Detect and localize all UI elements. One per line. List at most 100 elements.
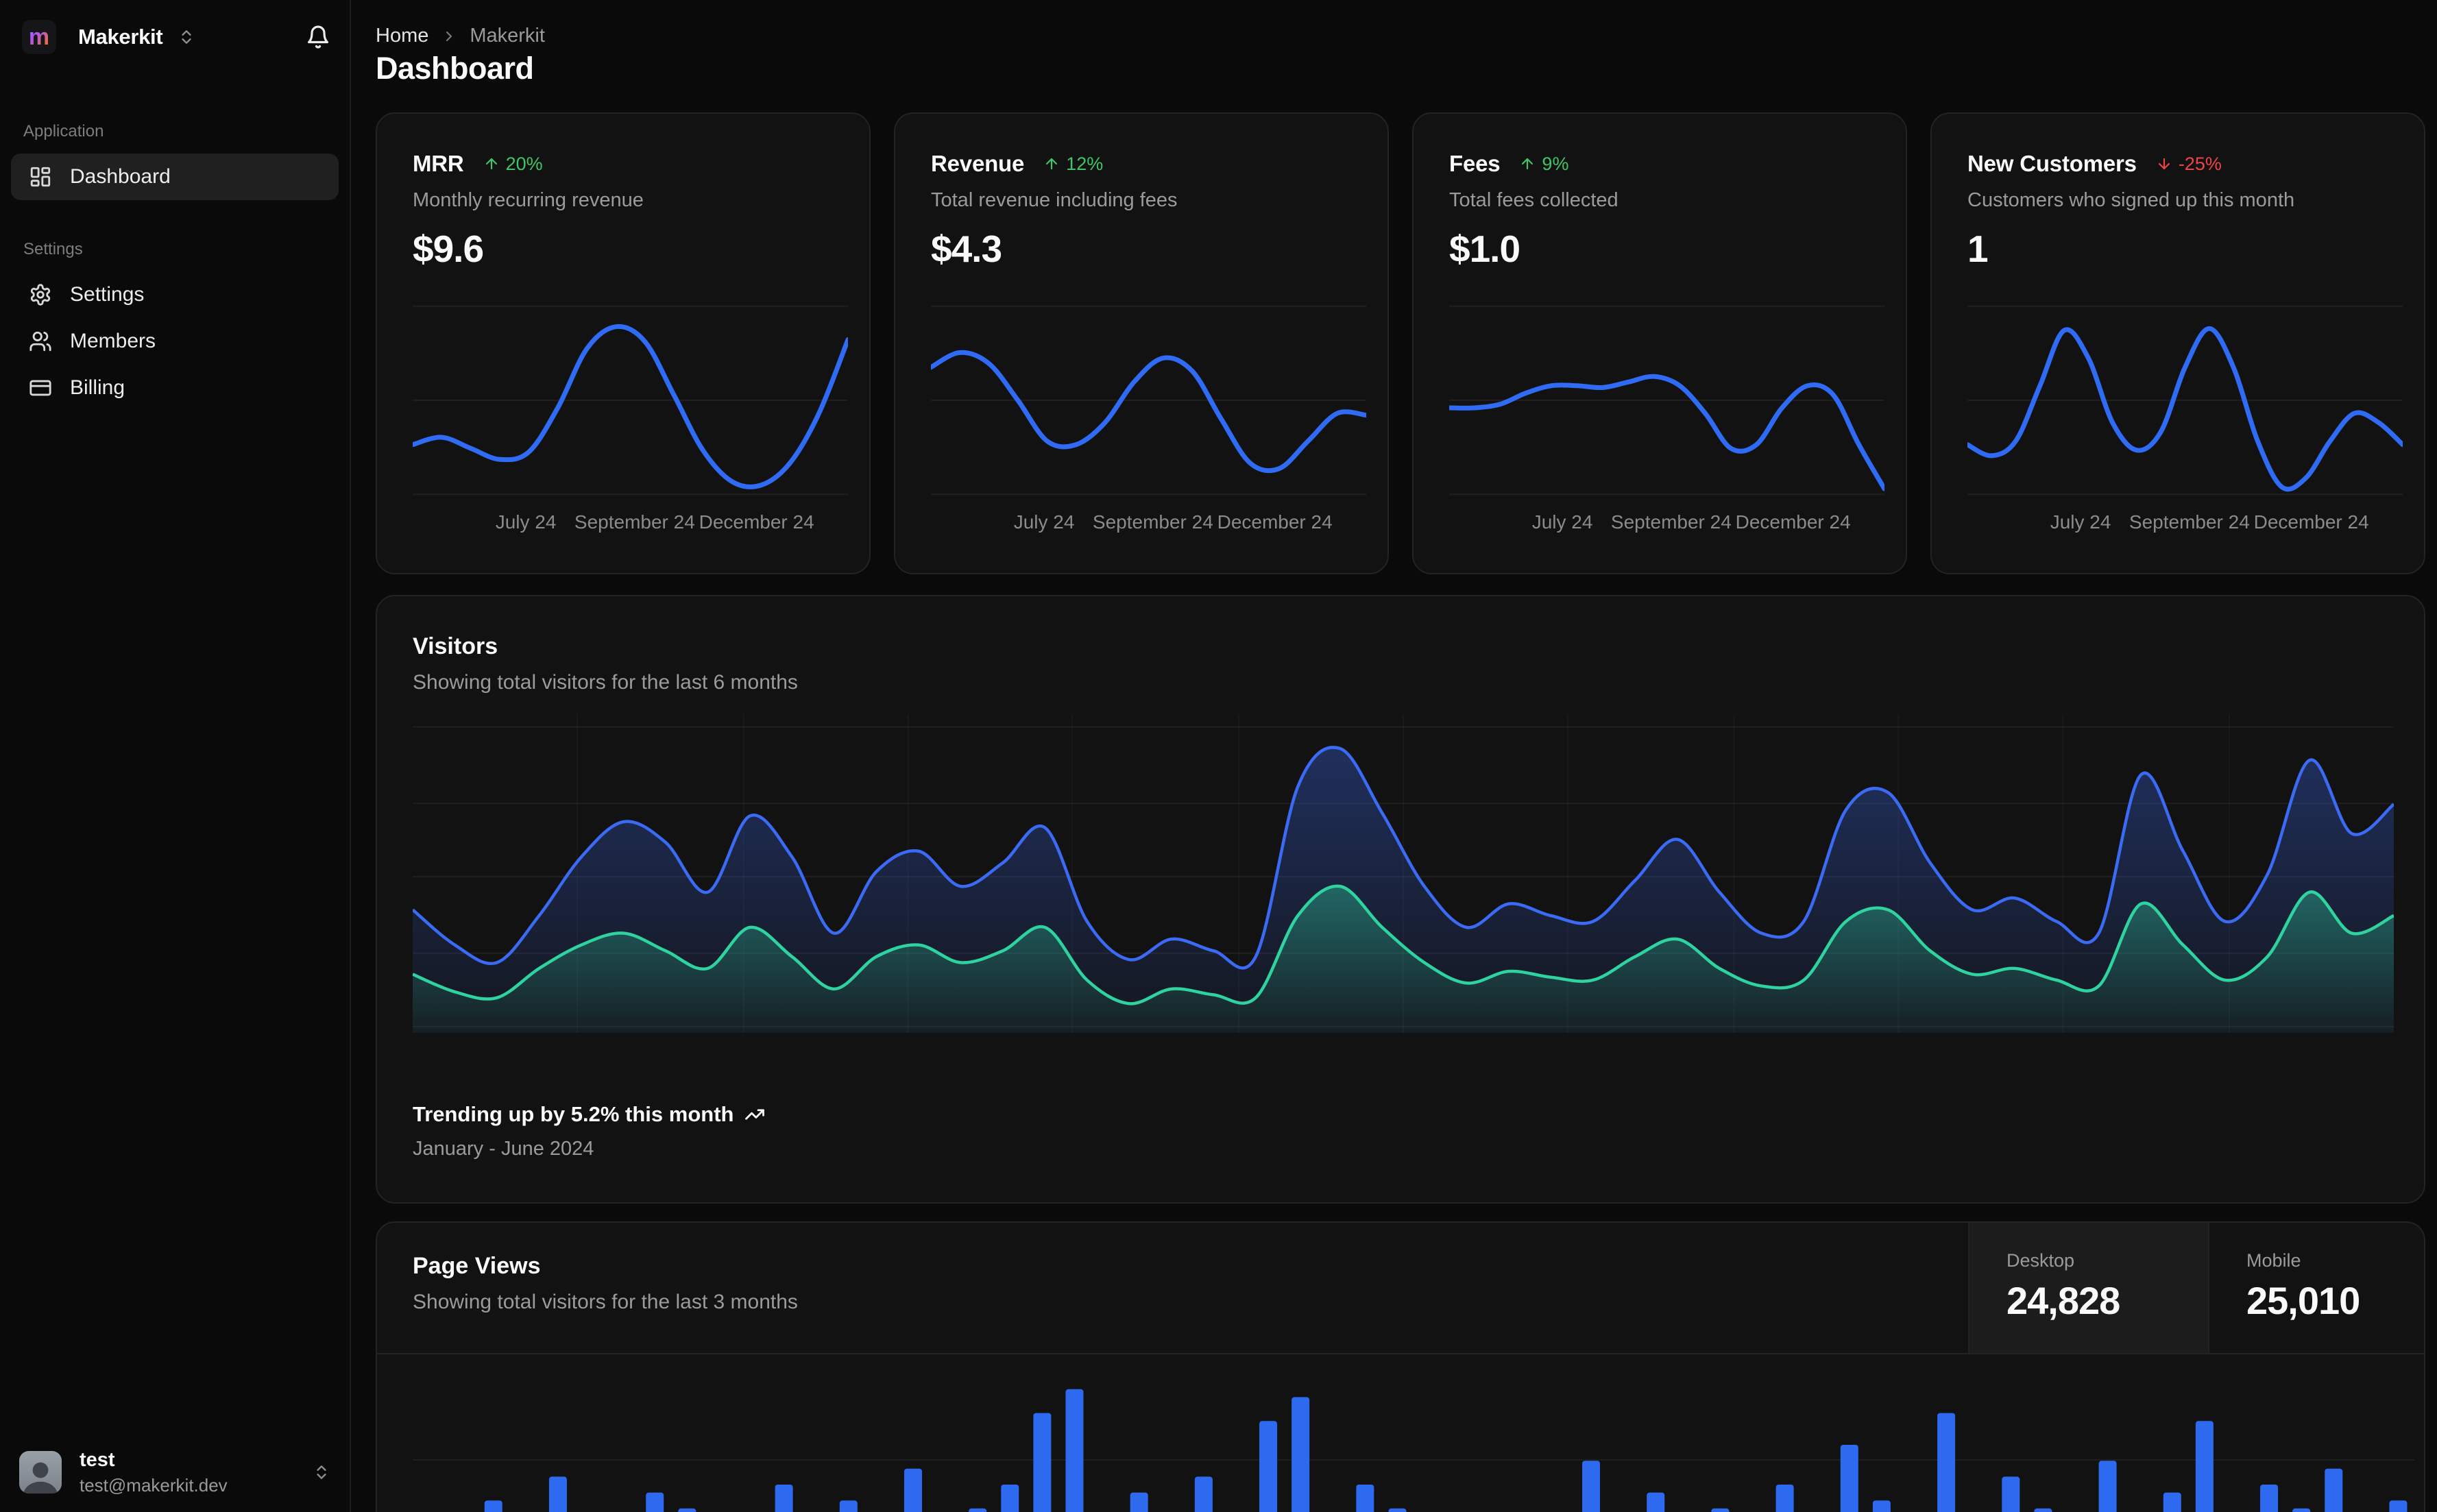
arrow-up-icon xyxy=(485,158,497,170)
trend-badge: -25% xyxy=(2156,154,2222,175)
tab-label: Desktop xyxy=(2006,1250,2075,1271)
avatar xyxy=(19,1451,62,1493)
tab-value: 24,828 xyxy=(2006,1279,2120,1322)
stat-title: New Customers xyxy=(1967,151,2137,176)
arrow-up-icon xyxy=(1522,158,1533,170)
visitors-area-chart xyxy=(413,726,2394,1033)
stat-subtitle: Total revenue including fees xyxy=(931,189,1178,211)
visitors-period: January - June 2024 xyxy=(413,1138,594,1160)
arrow-up-icon xyxy=(1046,158,1058,170)
x-tick: July 24 xyxy=(2050,511,2111,533)
team-switcher[interactable]: m Makerkit xyxy=(22,18,330,56)
breadcrumb-home[interactable]: Home xyxy=(376,25,429,47)
notifications-bell-icon[interactable] xyxy=(306,25,330,49)
stat-cards-row: MRR 20% Monthly recurring revenue $9.6 J… xyxy=(376,112,2425,574)
sidebar-item-members[interactable]: Members xyxy=(11,318,339,365)
sidebar-item-label: Settings xyxy=(70,283,145,306)
stat-subtitle: Monthly recurring revenue xyxy=(413,189,644,211)
stat-title: Revenue xyxy=(931,151,1025,176)
page-views-tabs: Desktop 24,828 Mobile 25,010 xyxy=(1968,1223,2424,1353)
trend-badge: 20% xyxy=(483,154,543,175)
x-tick: December 24 xyxy=(2253,511,2369,533)
chevron-right-icon xyxy=(446,31,452,41)
team-name: Makerkit xyxy=(78,25,163,49)
main-content: Home Makerkit Dashboard MRR 20% Monthly … xyxy=(352,0,2437,1512)
x-tick: July 24 xyxy=(1013,511,1075,533)
mrr-sparkline-chart xyxy=(413,305,848,496)
user-email: test@makerkit.dev xyxy=(80,1474,228,1496)
sidebar-item-label: Billing xyxy=(70,376,125,399)
visitors-footer: Trending up by 5.2% this month January -… xyxy=(413,1102,765,1160)
x-tick: December 24 xyxy=(699,511,814,533)
trend-badge: 9% xyxy=(1519,154,1568,175)
trending-up-icon xyxy=(745,1109,765,1120)
x-tick: December 24 xyxy=(1217,511,1333,533)
stat-card-new-customers: New Customers -25% Customers who signed … xyxy=(1930,112,2425,574)
breadcrumb-current: Makerkit xyxy=(470,25,545,47)
stat-value: 1 xyxy=(1967,228,1989,270)
page-views-subtitle: Showing total visitors for the last 3 mo… xyxy=(413,1291,798,1313)
sidebar-item-label: Dashboard xyxy=(70,165,171,188)
stat-value: $4.3 xyxy=(931,228,1002,270)
arrow-down-icon xyxy=(2158,158,2170,170)
x-axis-labels: July 24 September 24 December 24 xyxy=(413,511,848,536)
chevrons-up-down-icon xyxy=(317,1465,326,1479)
revenue-sparkline-chart xyxy=(931,305,1366,496)
sidebar-nav: Application Dashboard Settings Settings … xyxy=(0,122,350,411)
breadcrumb: Home Makerkit xyxy=(376,25,545,47)
stat-subtitle: Total fees collected xyxy=(1449,189,1618,211)
page-views-card: Page Views Showing total visitors for th… xyxy=(376,1221,2425,1512)
tab-label: Mobile xyxy=(2246,1250,2301,1271)
page-title: Dashboard xyxy=(376,51,534,86)
stat-card-fees: Fees 9% Total fees collected $1.0 July 2… xyxy=(1412,112,1907,574)
tab-mobile[interactable]: Mobile 25,010 xyxy=(2208,1223,2424,1353)
page-views-bar-chart xyxy=(413,1389,2414,1512)
x-tick: December 24 xyxy=(1735,511,1851,533)
trend-badge: 12% xyxy=(1043,154,1103,175)
sidebar-item-label: Members xyxy=(70,330,156,352)
chevrons-up-down-icon[interactable] xyxy=(178,28,195,46)
trend-value: 9% xyxy=(1542,153,1569,174)
stat-title: Fees xyxy=(1449,151,1501,176)
fees-sparkline-chart xyxy=(1449,305,1884,496)
user-name: test xyxy=(80,1448,115,1471)
visitors-trend-text: Trending up by 5.2% this month xyxy=(413,1102,734,1126)
stat-card-mrr: MRR 20% Monthly recurring revenue $9.6 J… xyxy=(376,112,871,574)
stat-title: MRR xyxy=(413,151,464,176)
trend-value: -25% xyxy=(2178,153,2222,174)
sidebar: m Makerkit Application Dashboard Setting… xyxy=(0,0,351,1512)
page-views-header: Page Views Showing total visitors for th… xyxy=(377,1223,2424,1354)
x-axis-labels: July 24 September 24 December 24 xyxy=(1967,511,2403,536)
sidebar-item-settings[interactable]: Settings xyxy=(11,271,339,318)
stat-card-revenue: Revenue 12% Total revenue including fees… xyxy=(894,112,1389,574)
nav-section-application: Application xyxy=(23,122,104,141)
tab-value: 25,010 xyxy=(2246,1279,2360,1322)
x-tick: July 24 xyxy=(495,511,557,533)
gear-icon xyxy=(30,284,51,306)
page-views-title: Page Views xyxy=(413,1253,541,1279)
makerkit-logo: m xyxy=(22,20,56,54)
sidebar-item-billing[interactable]: Billing xyxy=(11,365,339,411)
visitors-title: Visitors xyxy=(413,633,498,659)
x-tick: September 24 xyxy=(1092,511,1213,533)
logo-letter: m xyxy=(28,24,50,50)
users-icon xyxy=(29,331,51,352)
visitors-card: Visitors Showing total visitors for the … xyxy=(376,595,2425,1204)
user-menu[interactable]: test test@makerkit.dev xyxy=(12,1443,337,1501)
sidebar-item-dashboard[interactable]: Dashboard xyxy=(11,154,339,200)
x-tick: September 24 xyxy=(574,511,695,533)
trend-value: 20% xyxy=(505,153,543,174)
x-tick: September 24 xyxy=(2129,511,2250,533)
stat-subtitle: Customers who signed up this month xyxy=(1967,189,2295,211)
credit-card-icon xyxy=(29,380,51,396)
stat-value: $9.6 xyxy=(413,228,484,270)
x-axis-labels: July 24 September 24 December 24 xyxy=(931,511,1366,536)
visitors-subtitle: Showing total visitors for the last 6 mo… xyxy=(413,671,798,694)
tab-desktop[interactable]: Desktop 24,828 xyxy=(1968,1223,2208,1353)
x-tick: July 24 xyxy=(1531,511,1593,533)
x-tick: September 24 xyxy=(1610,511,1732,533)
trend-value: 12% xyxy=(1066,153,1104,174)
nav-section-settings: Settings xyxy=(23,240,83,258)
stat-value: $1.0 xyxy=(1449,228,1520,270)
new-customers-sparkline-chart xyxy=(1967,305,2403,496)
